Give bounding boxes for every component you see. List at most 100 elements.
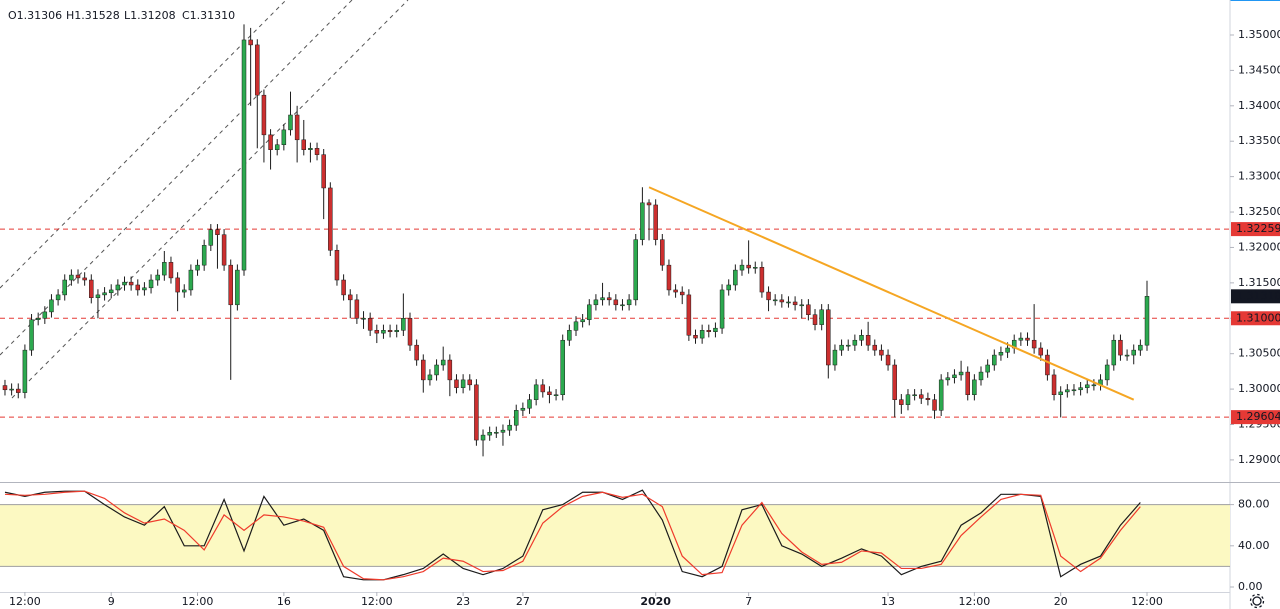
candle-body	[839, 344, 844, 351]
candle-body	[587, 304, 592, 320]
candle-body	[932, 399, 937, 411]
candle-body	[255, 44, 260, 96]
candle-body	[201, 245, 207, 266]
candle-body	[22, 349, 28, 393]
settings-icon[interactable]	[1249, 593, 1265, 609]
candle-body	[547, 391, 552, 395]
candle-body	[567, 330, 572, 341]
candle-body	[421, 359, 426, 381]
candle-body	[1005, 347, 1010, 353]
candle-body	[1078, 387, 1083, 391]
y-tick-label: 1.34000	[1238, 99, 1280, 112]
candle-body	[1124, 354, 1130, 357]
candle-body	[799, 304, 804, 307]
candle-body	[115, 284, 121, 291]
candle-body	[235, 269, 240, 306]
level-label: 1.29604	[1236, 410, 1280, 423]
candle-body	[301, 139, 307, 150]
candle-body	[294, 114, 300, 141]
candle-body	[806, 304, 811, 315]
gear[interactable]	[1252, 596, 1262, 606]
candle-body	[9, 388, 14, 391]
x-tick-label: 12:00	[9, 595, 41, 608]
candle-body	[35, 318, 41, 320]
candle-body	[314, 148, 320, 155]
candle-body	[1025, 337, 1030, 341]
candle-body	[42, 311, 48, 319]
candle-body	[812, 314, 818, 325]
candle-body	[1085, 384, 1090, 388]
x-tick-label: 23	[456, 595, 470, 608]
candle-body	[427, 374, 433, 381]
candle-body	[653, 204, 658, 240]
candle-body	[195, 264, 200, 271]
level-label: 1.31000	[1236, 311, 1280, 324]
y-tick-label: 80.00	[1238, 498, 1270, 511]
candle-body	[2, 385, 8, 391]
x-tick-label: 12:00	[1131, 595, 1163, 608]
y-tick-label: 1.33000	[1238, 170, 1280, 183]
channel-line	[11, 0, 409, 399]
candle-body	[892, 364, 897, 400]
level-label-box	[1231, 410, 1280, 425]
candle-body	[494, 432, 499, 434]
candle-body	[633, 239, 638, 301]
candle-body	[354, 299, 360, 319]
candle-body	[82, 277, 87, 281]
y-tick-label: 1.31500	[1238, 276, 1280, 289]
candle-body	[162, 262, 167, 276]
candle-body	[1065, 389, 1070, 393]
candle-body	[215, 229, 220, 235]
candle-body	[1018, 337, 1024, 341]
y-tick-label: 1.33500	[1238, 134, 1280, 147]
candle-body	[128, 281, 134, 286]
candle-body	[958, 371, 964, 376]
candle-body	[679, 291, 685, 296]
candle-body	[1058, 391, 1063, 395]
candle-body	[872, 344, 878, 351]
gear-teeth[interactable]	[1249, 593, 1265, 609]
candle-body	[593, 299, 599, 306]
candle-body	[879, 349, 884, 356]
candle-body	[440, 359, 446, 366]
candle-body	[367, 318, 373, 331]
candle-body	[998, 352, 1004, 356]
candle-body	[1091, 384, 1097, 387]
candle-body	[288, 114, 293, 131]
candle-body	[142, 287, 147, 291]
candle-body	[460, 379, 466, 388]
candle-body	[580, 319, 585, 323]
candle-body	[122, 281, 127, 286]
candle-body	[454, 379, 459, 388]
candle-body	[1038, 347, 1044, 356]
candle-body	[348, 294, 353, 301]
x-tick-label: 13	[881, 595, 895, 608]
candle-body	[155, 274, 160, 281]
candle-body	[334, 250, 340, 281]
last-price-box	[1231, 289, 1280, 304]
candle-body	[480, 434, 486, 441]
candle-body	[613, 299, 619, 306]
candle-body	[261, 94, 267, 136]
candle-body	[1031, 339, 1037, 349]
candle-body	[865, 335, 871, 346]
candle-body	[168, 262, 174, 279]
y-tick-label: 1.30500	[1238, 347, 1280, 360]
candle-body	[646, 202, 652, 206]
candle-body	[1144, 296, 1150, 346]
candle-body	[560, 339, 565, 395]
candle-body	[733, 269, 738, 286]
candle-body	[341, 279, 346, 296]
candle-body	[401, 318, 406, 331]
band	[0, 504, 1230, 567]
candle-body	[925, 398, 931, 400]
candle-body	[1045, 354, 1050, 376]
candle-body	[308, 148, 313, 150]
candle-body	[513, 410, 519, 426]
candle-body	[175, 277, 180, 293]
candle-body	[772, 299, 778, 302]
stoch-line	[4, 489, 1141, 581]
candle-body	[394, 330, 399, 332]
candle-body	[387, 330, 393, 332]
candle-body	[228, 264, 233, 306]
